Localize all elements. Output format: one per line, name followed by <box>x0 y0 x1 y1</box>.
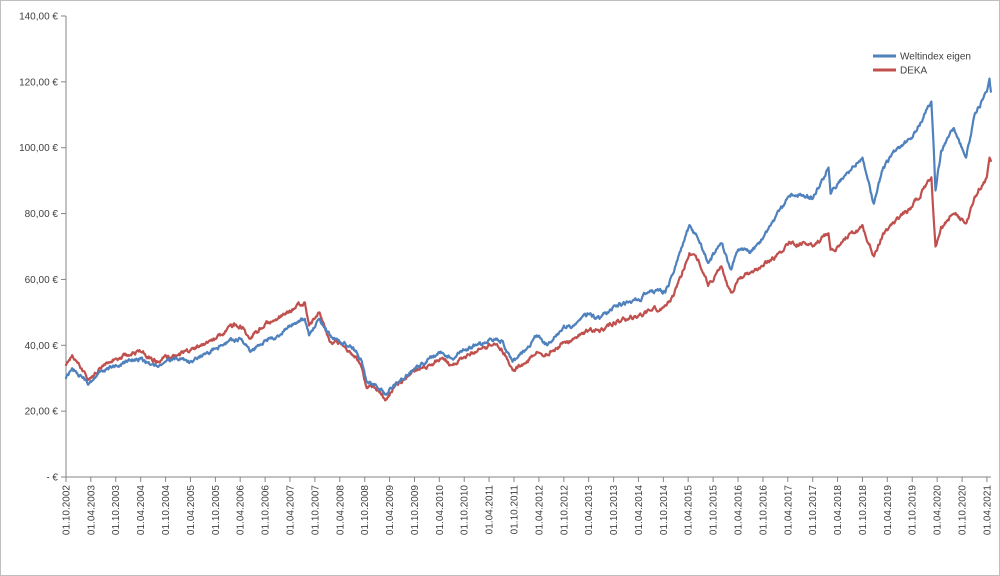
x-tick-label: 01.04.2021 <box>982 485 993 535</box>
x-tick-label: 01.04.2005 <box>186 485 197 535</box>
x-tick-label: 01.10.2010 <box>460 485 471 535</box>
x-tick-label: 01.10.2015 <box>709 485 720 535</box>
x-tick-label: 01.10.2003 <box>111 485 122 535</box>
y-axis-ticks: - € 20,00 € 40,00 € 60,00 € 80,00 € 100,00 € 1… <box>19 12 66 484</box>
x-tick-label: 01.04.2008 <box>335 485 346 535</box>
x-tick-label: 01.10.2004 <box>161 485 172 535</box>
x-tick-label: 01.04.2007 <box>285 485 296 535</box>
y-tick-label: 40,00 € <box>25 341 59 352</box>
x-tick-label: 01.10.2014 <box>659 485 670 535</box>
x-tick-label: 01.10.2007 <box>310 485 321 535</box>
x-tick-label: 01.10.2019 <box>908 485 919 535</box>
x-tick-label: 01.10.2005 <box>211 485 222 535</box>
x-tick-label: 01.04.2016 <box>734 485 745 535</box>
x-tick-label: 01.04.2014 <box>634 485 645 535</box>
x-tick-label: 01.10.2008 <box>360 485 371 535</box>
x-tick-label: 01.10.2020 <box>958 485 969 535</box>
series-line-deka <box>64 156 992 402</box>
y-tick-label: 140,00 € <box>19 12 58 23</box>
x-tick-label: 01.10.2018 <box>858 485 869 535</box>
x-tick-label: 01.04.2020 <box>933 485 944 535</box>
x-tick-label: 01.10.2006 <box>261 485 272 535</box>
x-tick-label: 01.10.2013 <box>609 485 620 535</box>
x-tick-label: 01.04.2006 <box>236 485 247 535</box>
x-tick-label: 01.04.2009 <box>385 485 396 535</box>
y-tick-label: 60,00 € <box>25 275 59 286</box>
series-line-weltindex-eigen <box>64 77 992 396</box>
y-tick-label: 120,00 € <box>19 77 58 88</box>
x-tick-label: 01.04.2011 <box>485 485 496 535</box>
x-tick-label: 01.04.2012 <box>534 485 545 535</box>
x-tick-label: 01.10.2011 <box>509 485 520 535</box>
y-tick-label: 80,00 € <box>25 209 59 220</box>
series-layer <box>64 77 992 402</box>
y-tick-label: - € <box>46 473 58 484</box>
x-tick-label: 01.04.2004 <box>136 485 147 535</box>
x-tick-label: 01.10.2012 <box>559 485 570 535</box>
x-tick-label: 01.04.2003 <box>86 485 97 535</box>
legend-label-deka: DEKA <box>900 66 928 77</box>
x-tick-label: 01.04.2010 <box>435 485 446 535</box>
x-axis-ticks: 01.10.2002 01.04.2003 01.10.2003 01.04.2004… <box>62 477 993 535</box>
x-tick-label: 01.10.2016 <box>758 485 769 535</box>
y-tick-label: 20,00 € <box>25 407 59 418</box>
x-tick-label: 01.04.2019 <box>883 485 894 535</box>
legend-label-weltindex-eigen: Weltindex eigen <box>900 52 971 63</box>
y-tick-label: 100,00 € <box>19 143 58 154</box>
x-tick-label: 01.04.2013 <box>584 485 595 535</box>
x-tick-label: 01.10.2009 <box>410 485 421 535</box>
x-tick-label: 01.04.2017 <box>783 485 794 535</box>
x-tick-label: 01.04.2015 <box>684 485 695 535</box>
x-tick-label: 01.04.2018 <box>833 485 844 535</box>
legend: Weltindex eigen DEKA <box>873 52 971 77</box>
x-tick-label: 01.10.2002 <box>62 485 73 535</box>
x-tick-label: 01.10.2017 <box>808 485 819 535</box>
